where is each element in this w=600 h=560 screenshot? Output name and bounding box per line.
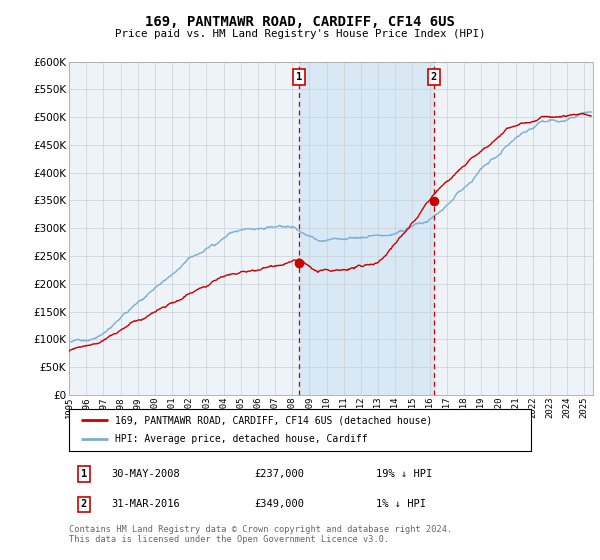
Text: 2: 2 [81,500,87,510]
Text: HPI: Average price, detached house, Cardiff: HPI: Average price, detached house, Card… [115,435,368,445]
Text: Price paid vs. HM Land Registry's House Price Index (HPI): Price paid vs. HM Land Registry's House … [115,29,485,39]
Text: 1: 1 [81,469,87,479]
Text: 2: 2 [431,72,437,82]
Text: 1% ↓ HPI: 1% ↓ HPI [376,500,426,510]
Text: 169, PANTMAWR ROAD, CARDIFF, CF14 6US: 169, PANTMAWR ROAD, CARDIFF, CF14 6US [145,15,455,29]
Text: 30-MAY-2008: 30-MAY-2008 [112,469,180,479]
Text: £237,000: £237,000 [254,469,304,479]
Text: Contains HM Land Registry data © Crown copyright and database right 2024.
This d: Contains HM Land Registry data © Crown c… [69,525,452,544]
Text: 169, PANTMAWR ROAD, CARDIFF, CF14 6US (detached house): 169, PANTMAWR ROAD, CARDIFF, CF14 6US (d… [115,415,433,425]
Bar [299,62,434,395]
Text: 31-MAR-2016: 31-MAR-2016 [112,500,180,510]
Text: 19% ↓ HPI: 19% ↓ HPI [376,469,433,479]
Text: 1: 1 [296,72,302,82]
Text: £349,000: £349,000 [254,500,304,510]
